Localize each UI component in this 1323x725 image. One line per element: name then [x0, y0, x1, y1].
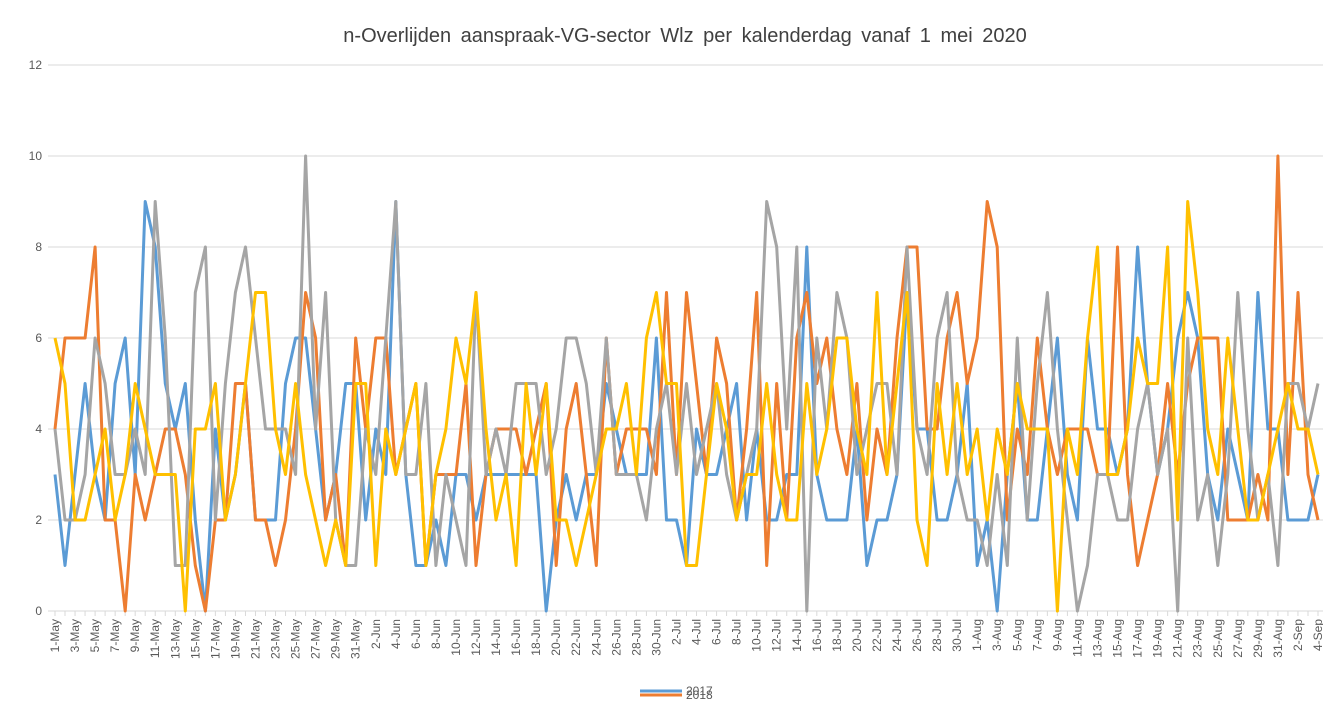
x-tick-label: 17-Aug [1131, 619, 1145, 658]
x-tick-label: 3-Aug [990, 619, 1004, 651]
x-tick-label: 1-Aug [970, 619, 984, 651]
x-tick-label: 22-Jun [569, 619, 583, 656]
x-tick-label: 8-Jun [429, 619, 443, 649]
x-tick-label: 8-Jul [730, 619, 744, 645]
x-tick-label: 13-May [168, 619, 182, 659]
x-tick-label: 20-Jun [549, 619, 563, 656]
x-tick-label: 4-Jul [690, 619, 704, 645]
x-tick-label: 15-Aug [1111, 619, 1125, 658]
x-tick-label: 5-May [88, 619, 102, 652]
x-tick-label: 26-Jul [910, 619, 924, 652]
x-tick-label: 23-May [269, 619, 283, 659]
x-tick-label: 14-Jun [489, 619, 503, 656]
x-tick-label: 7-Aug [1030, 619, 1044, 651]
x-tick-label: 14-Jul [790, 619, 804, 652]
x-tick-label: 18-Jun [529, 619, 543, 656]
x-tick-label: 25-May [289, 619, 303, 659]
legend-label: 2018 [686, 688, 713, 702]
x-tick-label: 13-Aug [1090, 619, 1104, 658]
chart-title: n-Overlijden aanspraak-VG-sector Wlz per… [343, 25, 1026, 47]
x-tick-label: 17-May [208, 619, 222, 659]
y-tick-label: 12 [29, 58, 43, 72]
x-tick-label: 19-Aug [1151, 619, 1165, 658]
x-tick-label: 6-Jul [710, 619, 724, 645]
x-tick-label: 27-Aug [1231, 619, 1245, 658]
x-tick-label: 31-Aug [1271, 619, 1285, 658]
y-tick-label: 4 [35, 422, 42, 436]
x-tick-label: 22-Jul [870, 619, 884, 652]
series-line [53, 200, 1320, 613]
x-tick-label: 18-Jul [830, 619, 844, 652]
x-tick-label: 2-Jul [669, 619, 683, 645]
x-tick-label: 10-Jun [449, 619, 463, 656]
x-tick-label: 24-Jun [589, 619, 603, 656]
x-tick-label: 2-Jun [369, 619, 383, 649]
x-tick-label: 9-May [128, 619, 142, 652]
x-tick-label: 31-May [349, 619, 363, 659]
x-tick-label: 16-Jun [509, 619, 523, 656]
y-tick-label: 6 [35, 331, 42, 345]
x-tick-label: 25-Aug [1211, 619, 1225, 658]
x-tick-label: 15-May [188, 619, 202, 659]
x-tick-label: 5-Aug [1010, 619, 1024, 651]
x-tick-label: 24-Jul [890, 619, 904, 652]
x-tick-label: 21-May [248, 619, 262, 659]
x-tick-label: 16-Jul [810, 619, 824, 652]
y-tick-label: 8 [35, 240, 42, 254]
x-tick-label: 9-Aug [1050, 619, 1064, 651]
x-tick-label: 29-Aug [1251, 619, 1265, 658]
x-tick-label: 21-Aug [1171, 619, 1185, 658]
y-tick-label: 10 [29, 149, 43, 163]
x-tick-label: 27-May [309, 619, 323, 659]
y-tick-label: 2 [35, 513, 42, 527]
x-tick-label: 3-May [68, 619, 82, 652]
x-tick-label: 12-Jul [770, 619, 784, 652]
x-tick-label: 19-May [228, 619, 242, 659]
x-tick-label: 2-Sep [1291, 619, 1305, 651]
x-tick-label: 20-Jul [850, 619, 864, 652]
x-tick-label: 30-Jun [649, 619, 663, 656]
x-tick-label: 1-May [48, 619, 62, 652]
x-tick-label: 29-May [329, 619, 343, 659]
x-tick-label: 26-Jun [609, 619, 623, 656]
x-tick-label: 30-Jul [950, 619, 964, 652]
x-tick-label: 12-Jun [469, 619, 483, 656]
legend-label: 2017 [686, 684, 713, 698]
x-tick-label: 11-Aug [1070, 619, 1084, 657]
x-tick-label: 6-Jun [409, 619, 423, 649]
x-tick-label: 23-Aug [1191, 619, 1205, 658]
x-tick-label: 28-Jun [629, 619, 643, 656]
x-tick-label: 4-Sep [1311, 619, 1323, 651]
x-tick-label: 28-Jul [930, 619, 944, 652]
x-tick-label: 7-May [108, 619, 122, 652]
x-tick-label: 4-Jun [389, 619, 403, 649]
y-tick-label: 0 [35, 604, 42, 618]
x-tick-label: 11-May [148, 619, 162, 658]
x-tick-label: 10-Jul [750, 619, 764, 652]
